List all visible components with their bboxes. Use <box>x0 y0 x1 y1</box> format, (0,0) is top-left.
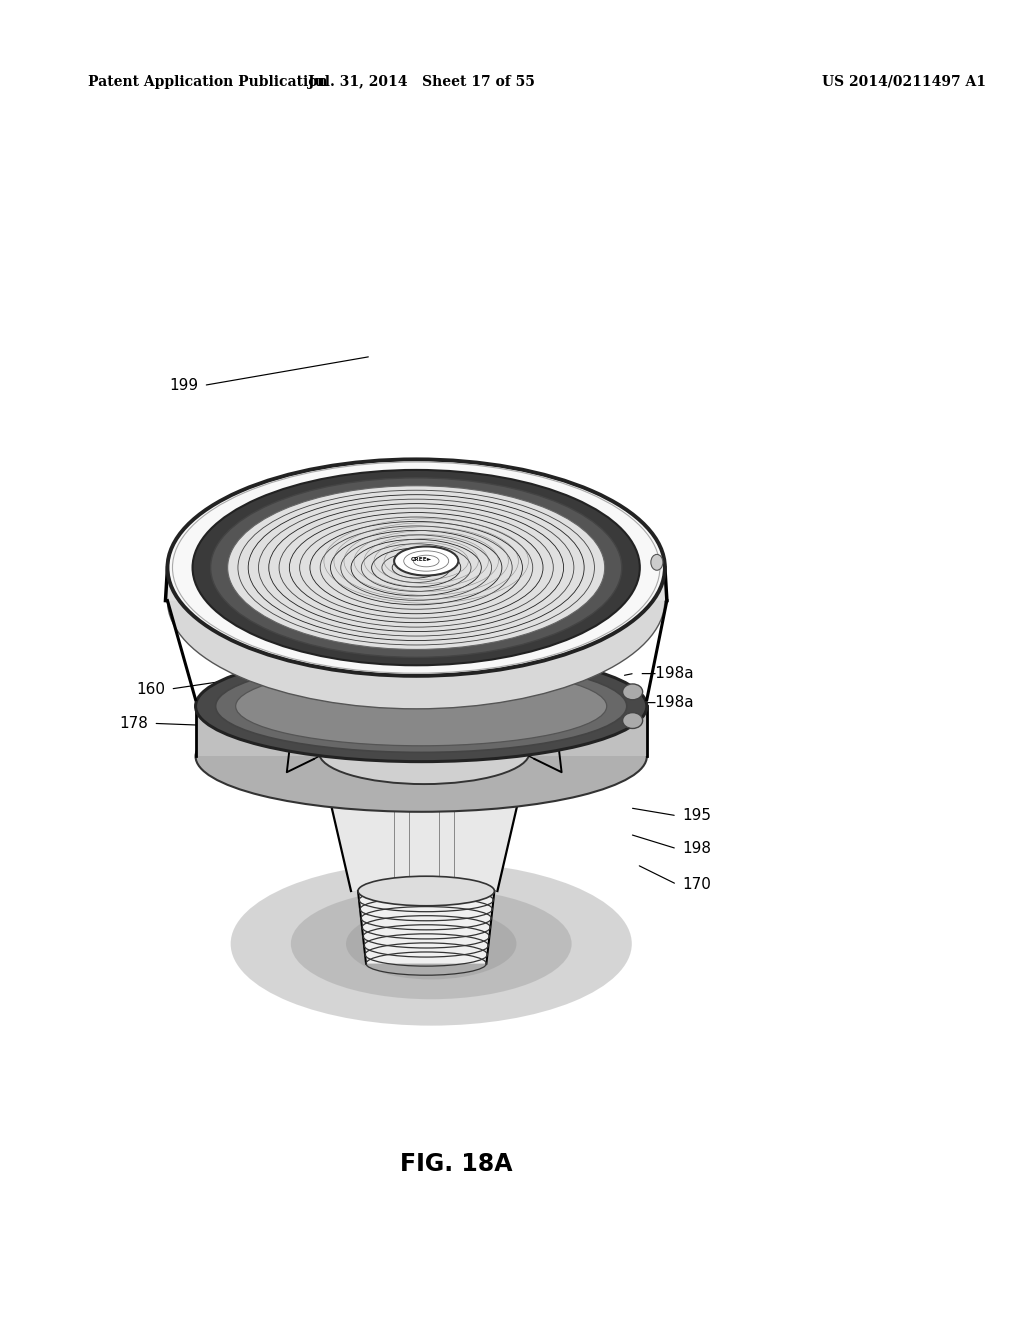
Ellipse shape <box>193 470 640 665</box>
Ellipse shape <box>168 492 665 709</box>
Ellipse shape <box>358 876 495 906</box>
Ellipse shape <box>623 713 643 729</box>
Ellipse shape <box>394 546 459 576</box>
Ellipse shape <box>236 667 607 746</box>
Text: —197: —197 <box>571 620 615 636</box>
Text: Patent Application Publication: Patent Application Publication <box>88 75 328 88</box>
Polygon shape <box>166 568 667 601</box>
Ellipse shape <box>318 721 529 784</box>
Text: 197—: 197— <box>214 631 259 647</box>
Text: US 2014/0211497 A1: US 2014/0211497 A1 <box>822 75 986 88</box>
Text: —198a: —198a <box>571 590 626 606</box>
Ellipse shape <box>291 888 571 999</box>
Circle shape <box>651 554 663 570</box>
Ellipse shape <box>196 651 647 762</box>
Polygon shape <box>358 891 495 964</box>
Text: 199: 199 <box>169 378 199 393</box>
Text: 198: 198 <box>682 841 711 857</box>
Text: 178: 178 <box>120 715 148 731</box>
Text: —198a: —198a <box>640 665 693 681</box>
Text: —198a: —198a <box>640 694 693 710</box>
Text: 195: 195 <box>682 808 711 824</box>
Ellipse shape <box>168 459 665 676</box>
Text: FIG. 18A: FIG. 18A <box>400 1152 513 1176</box>
Polygon shape <box>318 752 529 891</box>
Text: CREE►: CREE► <box>411 557 432 562</box>
Ellipse shape <box>196 701 647 812</box>
Ellipse shape <box>211 478 622 657</box>
Text: Jul. 31, 2014   Sheet 17 of 55: Jul. 31, 2014 Sheet 17 of 55 <box>308 75 535 88</box>
Ellipse shape <box>227 486 605 649</box>
Text: 170: 170 <box>682 876 711 892</box>
Text: 160: 160 <box>136 681 166 697</box>
Ellipse shape <box>216 660 627 752</box>
Ellipse shape <box>623 684 643 700</box>
Polygon shape <box>196 706 647 756</box>
Ellipse shape <box>230 862 632 1026</box>
Ellipse shape <box>346 908 516 979</box>
